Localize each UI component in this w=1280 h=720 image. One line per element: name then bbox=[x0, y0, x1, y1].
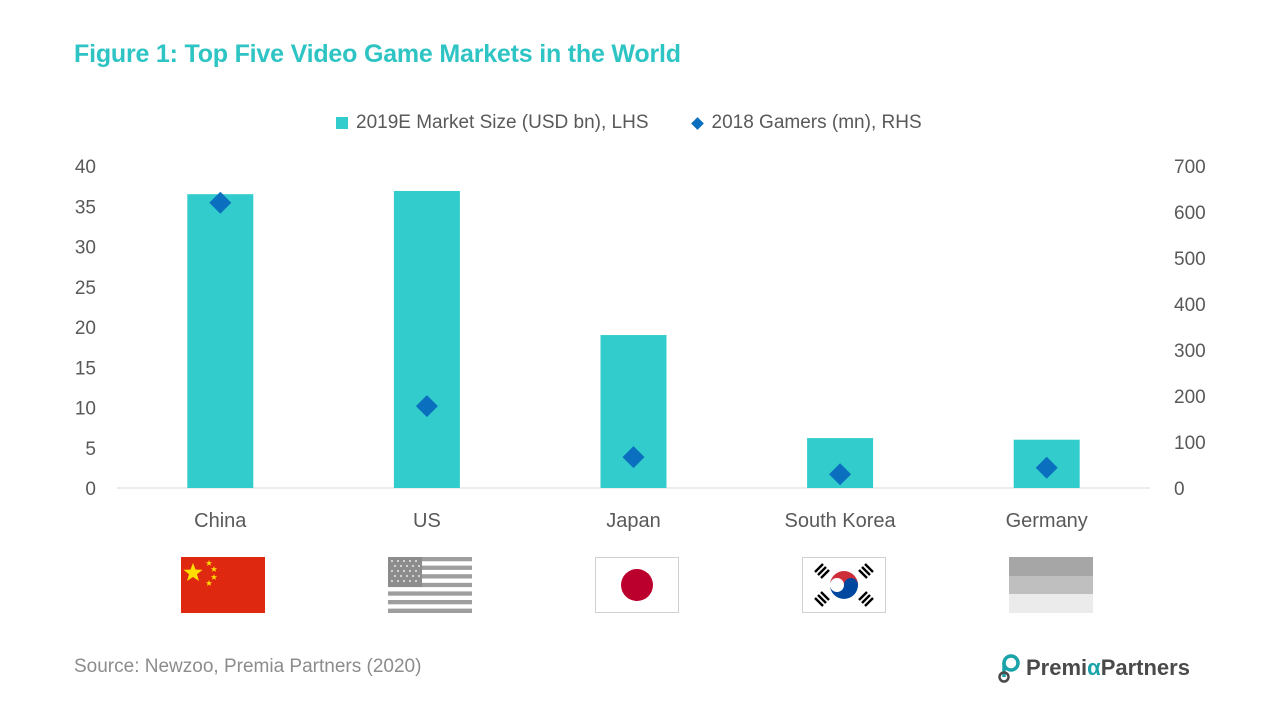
category-label: Japan bbox=[606, 510, 661, 532]
point-gamers bbox=[622, 446, 645, 469]
premia-logo-icon bbox=[998, 654, 1020, 683]
category-label: Germany bbox=[1006, 510, 1088, 532]
y-left-tick-label: 35 bbox=[75, 197, 96, 218]
china-flag-icon bbox=[181, 557, 265, 613]
us-flag-icon bbox=[388, 557, 472, 613]
legend-item-market-size: 2019E Market Size (USD bn), LHS bbox=[336, 112, 649, 134]
germany-flag-icon bbox=[1009, 557, 1093, 613]
y-right-tick-label: 400 bbox=[1174, 295, 1206, 316]
japan-flag-icon bbox=[595, 557, 679, 613]
y-right-tick-label: 100 bbox=[1174, 433, 1206, 454]
chart-title: Figure 1: Top Five Video Game Markets in… bbox=[74, 40, 681, 68]
y-right-tick-label: 300 bbox=[1174, 341, 1206, 362]
category-label: China bbox=[194, 510, 247, 532]
point-gamers bbox=[1035, 456, 1058, 479]
y-left-tick-label: 25 bbox=[75, 278, 96, 299]
y-left-tick-label: 0 bbox=[85, 479, 96, 500]
legend-label-market-size: 2019E Market Size (USD bn), LHS bbox=[356, 112, 649, 133]
legend-bar-swatch bbox=[336, 117, 348, 129]
y-left-tick-label: 5 bbox=[85, 439, 96, 460]
y-right-tick-label: 600 bbox=[1174, 203, 1206, 224]
premia-partners-logo: Premi α Partners bbox=[996, 653, 1190, 683]
logo-text-alpha: α bbox=[1087, 655, 1101, 680]
point-gamers bbox=[209, 191, 232, 214]
y-right-tick-label: 200 bbox=[1174, 387, 1206, 408]
y-left-tick-label: 30 bbox=[75, 238, 96, 259]
bar-market-size bbox=[393, 190, 460, 488]
south-korea-flag-icon bbox=[802, 557, 886, 613]
point-gamers bbox=[415, 395, 438, 418]
logo-text-premi: Premi bbox=[1026, 655, 1088, 680]
legend-item-gamers: 2018 Gamers (mn), RHS bbox=[689, 112, 922, 134]
legend-label-gamers: 2018 Gamers (mn), RHS bbox=[711, 112, 922, 133]
category-label: South Korea bbox=[784, 510, 896, 532]
point-gamers bbox=[829, 463, 852, 486]
y-right-tick-label: 700 bbox=[1174, 157, 1206, 178]
y-right-tick-label: 500 bbox=[1174, 249, 1206, 270]
y-right-tick-label: 0 bbox=[1174, 479, 1185, 500]
category-label: US bbox=[413, 510, 441, 532]
bar-market-size bbox=[187, 194, 254, 489]
logo-text-partners: Partners bbox=[1100, 655, 1190, 680]
legend: 2019E Market Size (USD bn), LHS 2018 Gam… bbox=[336, 112, 922, 134]
y-left-tick-label: 40 bbox=[75, 157, 96, 178]
source-note: Source: Newzoo, Premia Partners (2020) bbox=[74, 656, 422, 677]
y-left-tick-label: 15 bbox=[75, 358, 96, 379]
y-left-tick-label: 20 bbox=[75, 318, 96, 339]
y-left-tick-label: 10 bbox=[75, 399, 96, 420]
